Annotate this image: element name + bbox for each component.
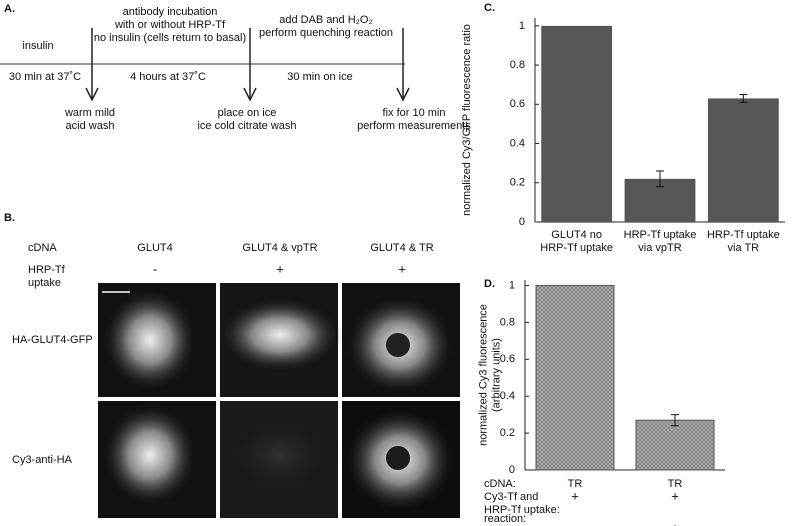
- condition-sign: +: [671, 520, 679, 526]
- row-label: cDNA:: [484, 478, 516, 490]
- panel-label: A.: [4, 3, 15, 15]
- y-tick-label: 0.4: [510, 137, 525, 149]
- bar: [707, 98, 779, 222]
- bar: [535, 285, 615, 471]
- y-tick-label: 0.2: [510, 177, 525, 189]
- panel-label: D.: [484, 278, 495, 290]
- panel-label: B.: [4, 212, 15, 224]
- error-bar: [656, 170, 664, 188]
- duration: 30 min at 37˚C: [9, 71, 81, 83]
- y-tick-label: 1: [519, 20, 525, 32]
- duration: 4 hours at 37˚C: [130, 71, 206, 83]
- y-tick-label: 0: [519, 216, 525, 228]
- row-header: Cy3-anti-HA: [12, 454, 73, 466]
- y-tick-label: 0.4: [500, 390, 515, 402]
- row-header: cDNA: [28, 242, 57, 254]
- y-tick-label: 1: [509, 279, 515, 291]
- x-tick-label: HRP-Tf uptake via TR: [707, 229, 780, 254]
- condition-sign: -: [573, 520, 577, 526]
- y-tick-label: 0.6: [500, 353, 515, 365]
- y-tick-label: 0: [509, 464, 515, 476]
- step-text: place on ice ice cold citrate wash: [197, 107, 296, 132]
- x-tick-label: TR: [568, 478, 583, 490]
- row-header: HRP-Tf uptake: [28, 264, 66, 289]
- panel-label: C.: [484, 2, 495, 14]
- arrows: [85, 28, 410, 102]
- x-tick-label: HRP-Tf uptake via vpTR: [624, 229, 697, 254]
- duration: 30 min on ice: [287, 71, 352, 83]
- y-axis-label: normalized Cy3 fluorescence(arbitrary un…: [477, 304, 502, 446]
- bar: [541, 25, 613, 222]
- step-text: add DAB and H₂O₂ perform quenching reacti…: [259, 14, 393, 39]
- condition-sign: +: [671, 488, 679, 503]
- column-header: GLUT4: [137, 242, 172, 254]
- micrographs: [98, 283, 460, 518]
- uptake-sign: +: [398, 261, 406, 276]
- y-axis-label: normalized Cy3/GFP fluorescence ratio: [461, 24, 473, 216]
- error-bar: [739, 94, 748, 103]
- row-label: reaction:: [484, 513, 526, 525]
- column-header: GLUT4 & vpTR: [242, 242, 317, 254]
- step-text: fix for 10 min perform measurements: [357, 107, 471, 132]
- x-tick-label: GLUT4 no HRP-Tf uptake: [540, 229, 613, 254]
- uptake-sign: +: [276, 261, 284, 276]
- error-bar: [671, 414, 679, 427]
- bar: [635, 419, 715, 471]
- step-text: antibody incubation with or without HRP-T…: [94, 6, 246, 44]
- y-tick-label: 0.8: [500, 316, 515, 328]
- y-tick-label: 0.8: [510, 59, 525, 71]
- condition-sign: +: [571, 488, 579, 503]
- step-text: warm mild acid wash: [64, 107, 115, 132]
- row-header: HA-GLUT4-GFP: [12, 334, 93, 346]
- y-tick-label: 0.2: [500, 427, 515, 439]
- uptake-sign: -: [153, 261, 157, 276]
- x-tick-label: TR: [668, 478, 683, 490]
- step-text: insulin: [22, 40, 53, 52]
- y-tick-label: 0.6: [510, 98, 525, 110]
- row-label: Cy3-Tf and HRP-Tf uptake:: [484, 491, 560, 516]
- column-header: GLUT4 & TR: [370, 242, 433, 254]
